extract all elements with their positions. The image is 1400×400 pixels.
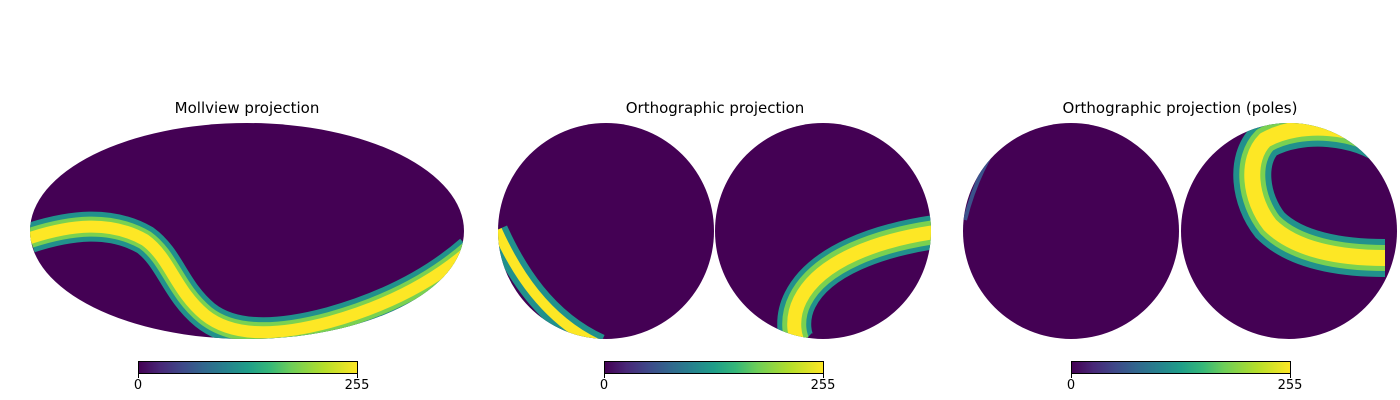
colorbar-poles [1071, 361, 1291, 374]
colorbar-min-label: 0 [133, 378, 143, 393]
colorbar-max-label: 255 [1277, 378, 1303, 393]
panel-title-orthographic-poles: Orthographic projection (poles) [1062, 99, 1298, 117]
panel-title-orthographic: Orthographic projection [625, 99, 805, 117]
colorbar-mollview [138, 361, 358, 374]
colorbar-tick [823, 374, 824, 378]
colorbar-min-label: 0 [1066, 378, 1076, 393]
colorbar-tick [357, 374, 358, 378]
colorbar-tick [138, 374, 139, 378]
colorbar-orthographic [604, 361, 824, 374]
colorbar-max-label: 255 [810, 378, 836, 393]
colorbar-tick [1071, 374, 1072, 378]
orthographic-map-left [498, 123, 714, 339]
colorbar-tick [1290, 374, 1291, 378]
colorbar-min-label: 0 [599, 378, 609, 393]
band-core [30, 220, 464, 339]
orthographic-map-right [715, 123, 931, 339]
colorbar-tick [604, 374, 605, 378]
poles-map-left [963, 123, 1179, 339]
panel-title-mollview: Mollview projection [174, 99, 320, 117]
poles-map-right [1181, 123, 1397, 339]
mollview-map [30, 123, 464, 339]
colorbar-max-label: 255 [344, 378, 370, 393]
